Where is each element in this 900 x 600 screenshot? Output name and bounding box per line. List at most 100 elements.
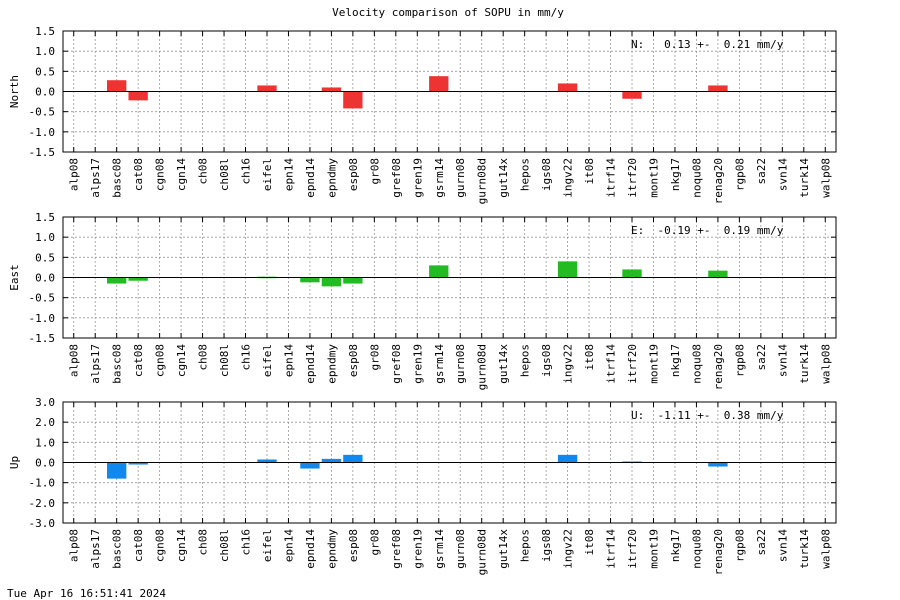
x-tick-label: gren19 [411,344,424,384]
x-tick-label: rgp08 [733,158,746,191]
x-tick-label: gr08 [368,529,381,556]
bar-epndmy [321,87,342,92]
x-tick-label: itrf20 [626,344,639,384]
y-axis-label: Up [8,456,21,469]
x-tick-label: nkg17 [669,158,682,191]
x-tick-label: itrf14 [605,529,618,569]
x-tick-label: gurn08 [454,529,467,569]
bar-epnd14 [300,277,320,283]
x-tick-label: sa22 [755,344,768,371]
bar-cat08 [128,462,148,465]
plot-frame [62,401,837,524]
x-tick-label: ch08 [197,158,210,185]
x-tick-label: ch16 [240,529,253,556]
x-tick-label: nkg17 [669,529,682,562]
x-tick-label: gref08 [390,529,403,569]
y-tick-label: -3.0 [29,517,56,530]
x-tick-label: cgn08 [154,158,167,191]
bar-ingv22 [557,83,578,92]
x-tick-label: it08 [583,344,596,371]
y-tick-label: 0.0 [35,457,55,470]
x-tick-label: it08 [583,529,596,556]
y-tick-label: 0.5 [35,65,55,78]
bar-basc08 [107,277,127,284]
bar-esp08 [343,277,363,284]
x-tick-label: alps17 [89,529,102,569]
x-tick-label: cgn14 [175,344,188,377]
y-tick-label: -1.5 [29,146,56,159]
x-tick-label: nkg17 [669,344,682,377]
y-tick-label: -1.0 [29,477,56,490]
x-tick-label: igs08 [540,344,553,377]
x-tick-label: gut14x [497,529,510,569]
y-tick-label: -2.0 [29,497,56,510]
x-tick-label: alp08 [68,529,81,562]
x-tick-label: itrf14 [605,158,618,198]
bar-basc08 [107,462,127,479]
stats-annotation: N: 0.13 +- 0.21 mm/y [631,38,784,51]
y-tick-label: -0.5 [29,292,56,305]
x-tick-label: epndmy [325,158,338,198]
bar-eifel [257,459,277,463]
x-tick-label: gurn08d [476,344,489,390]
x-tick-label: basc08 [111,529,124,569]
x-tick-label: turk14 [798,529,811,569]
x-tick-label: ch16 [240,344,253,371]
bar-ingv22 [557,261,578,278]
x-tick-label: hepos [519,529,532,562]
x-tick-label: cat08 [132,158,145,191]
y-tick-label: 0.0 [35,86,55,99]
x-tick-label: noqu08 [690,344,703,384]
bar-renag20 [708,85,728,92]
x-tick-label: cgn08 [154,344,167,377]
bar-esp08 [343,91,363,109]
x-tick-label: noqu08 [690,158,703,198]
y-tick-label: 0.0 [35,272,55,285]
bar-epndmy [321,277,342,287]
x-tick-label: gut14x [497,344,510,384]
x-tick-label: mont19 [647,529,660,569]
x-tick-label: ch08l [218,158,231,191]
x-tick-label: ingv22 [562,344,575,384]
bar-cat08 [128,277,148,281]
x-tick-label: walp08 [819,344,832,384]
bar-itrf20 [622,91,642,99]
y-tick-label: 1.5 [35,25,55,38]
x-tick-label: rgp08 [733,344,746,377]
panel-north: -1.5 -1.0 -0.5 0.0 0.5 1.0 1.5 alp08 alps17 basc0… [8,25,837,204]
x-tick-label: turk14 [798,158,811,198]
x-tick-label: gut14x [497,158,510,198]
x-tick-label: gr08 [368,158,381,185]
y-tick-label: -1.0 [29,312,56,325]
y-tick-label: 1.0 [35,436,55,449]
y-tick-label: 1.5 [35,211,55,224]
bar-renag20 [708,462,728,467]
bar-ingv22 [557,454,578,463]
x-tick-label: igs08 [540,529,553,562]
x-tick-label: esp08 [347,529,360,562]
y-tick-label: 1.0 [35,45,55,58]
y-tick-label: 2.0 [35,416,55,429]
x-tick-label: igs08 [540,158,553,191]
x-tick-label: alps17 [89,344,102,384]
x-tick-label: mont19 [647,158,660,198]
x-tick-label: ch08 [197,344,210,371]
x-tick-label: mont19 [647,344,660,384]
y-tick-label: -1.5 [29,332,56,345]
stats-annotation: U: -1.11 +- 0.38 mm/y [631,409,784,422]
x-tick-label: ch08l [218,529,231,562]
bar-eifel [257,85,277,92]
x-tick-label: gsrm14 [433,158,446,198]
x-tick-label: alp08 [68,344,81,377]
x-tick-label: epnd14 [304,158,317,198]
x-tick-label: gren19 [411,158,424,198]
x-tick-label: basc08 [111,344,124,384]
y-tick-label: 1.0 [35,231,55,244]
x-tick-label: alps17 [89,158,102,198]
x-tick-label: eifel [261,344,274,377]
panel-up: -3.0 -2.0 -1.0 0.0 1.0 2.0 3.0 alp08 alps17 basc0… [8,396,837,575]
x-tick-label: turk14 [798,344,811,384]
x-tick-label: cat08 [132,344,145,377]
bar-epnd14 [300,462,320,469]
bar-itrf20 [622,269,642,278]
